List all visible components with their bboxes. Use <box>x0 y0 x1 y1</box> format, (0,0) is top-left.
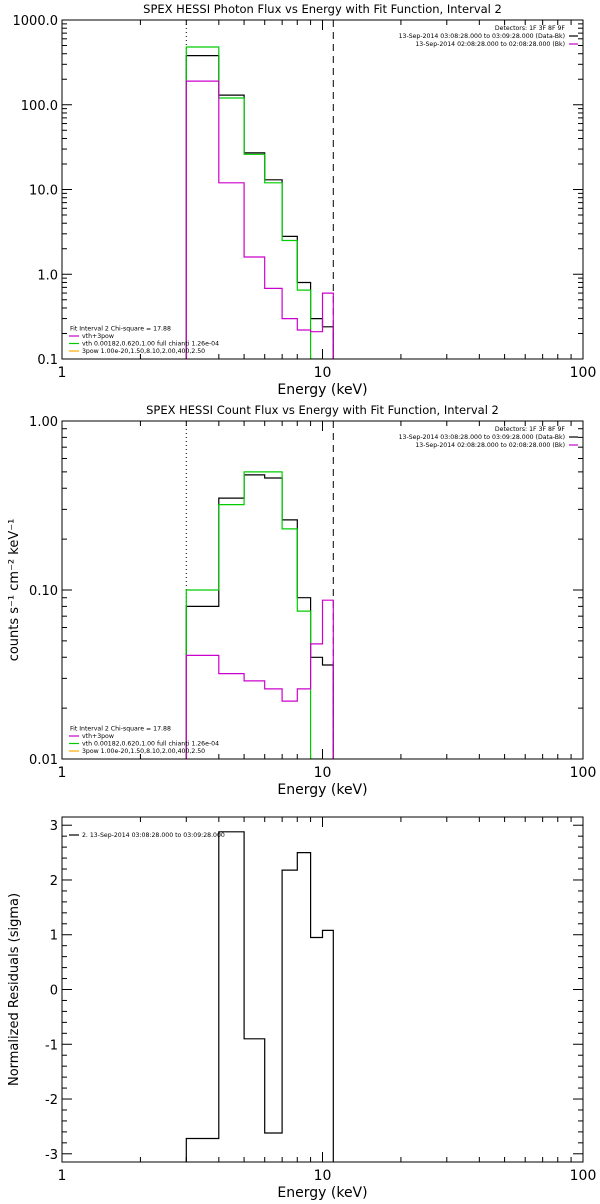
histogram-series-1 <box>185 474 334 759</box>
legend-left-text: 3pow 1.00e-20,1.50,8.10,2.00,400,2.50 <box>82 748 205 755</box>
x-tick-label: 100 <box>570 1168 597 1184</box>
y-tick-label: 1.0 <box>37 268 58 283</box>
y-tick-label: 0.01 <box>29 753 58 768</box>
y-tick-label: 3 <box>50 819 58 834</box>
x-axis-label: Energy (keV) <box>277 782 367 798</box>
legend-right-text: 13-Sep-2014 03:08:28.000 to 03:09:28.000… <box>399 33 565 40</box>
legend-right-text: Detectors: 1F 3F 8F 9F <box>495 426 566 433</box>
histogram-series-3 <box>185 80 334 359</box>
y-tick-label: 1.00 <box>29 415 58 430</box>
y-tick-label: 100.0 <box>21 99 58 114</box>
histogram-series-3 <box>185 599 334 759</box>
x-tick-label: 10 <box>314 1168 332 1184</box>
histogram-series-2 <box>185 471 323 759</box>
x-tick-label: 1 <box>58 1168 67 1184</box>
legend-right-text: Detectors: 1F 3F 8F 9F <box>495 25 566 32</box>
chart-title: SPEX HESSI Photon Flux vs Energy with Fi… <box>143 2 502 16</box>
y-axis-label: Normalized Residuals (sigma) <box>7 893 22 1086</box>
histogram-series-1 <box>185 831 334 1162</box>
chart-panel-3: 1 10 100 Energy (keV) -3 -2 -1 0 1 2 3 Normalized R… <box>7 816 597 1201</box>
x-tick-label: 1 <box>58 365 67 381</box>
y-tick-label: -2 <box>45 1093 58 1108</box>
histogram-series-2 <box>185 46 323 359</box>
histogram-series-1 <box>185 55 334 359</box>
y-tick-label: 0.1 <box>37 353 58 368</box>
y-tick-label: -3 <box>45 1148 58 1163</box>
x-tick-label: 1 <box>58 765 67 781</box>
series-group <box>185 471 334 759</box>
legend-right-text: 13-Sep-2014 03:08:28.000 to 03:09:28.000… <box>399 434 565 441</box>
legend-right-text: 13-Sep-2014 02:08:28.000 to 02:08:28.000… <box>415 442 565 449</box>
series-group <box>185 46 334 359</box>
legend-left-text: vth 0.00182,0.620,1.00 full chianti 1.26… <box>82 341 219 348</box>
plot-frame <box>61 19 584 360</box>
x-axis-label: Energy (keV) <box>277 382 367 398</box>
x-tick-label: 100 <box>570 365 597 381</box>
x-tick-label: 10 <box>314 365 332 381</box>
y-tick-label: 0 <box>50 984 58 999</box>
chart-panel-2: SPEX HESSI Count Flux vs Energy with Fit… <box>7 403 596 798</box>
legend-left-text: Fit Interval 2 Chi-square = 17.88 <box>70 326 171 333</box>
x-axis-label: Energy (keV) <box>277 1185 367 1200</box>
y-tick-label: 10.0 <box>29 184 58 199</box>
plot-frame <box>61 816 584 1163</box>
y-tick-label: 0.10 <box>29 584 58 599</box>
series-group <box>185 831 334 1162</box>
legend-right-text: 13-Sep-2014 02:08:28.000 to 02:08:28.000… <box>415 41 565 48</box>
y-tick-label: 2 <box>50 874 58 889</box>
y-tick-label: 1 <box>50 929 58 944</box>
legend-left-text: vth+3pow <box>82 333 114 340</box>
x-tick-label: 10 <box>314 765 332 781</box>
y-tick-label: 1000.0 <box>13 14 59 29</box>
legend-left-text: vth 0.00182,0.620,1.00 full chianti 1.26… <box>82 741 219 748</box>
chart-panel-1: SPEX HESSI Photon Flux vs Energy with Fi… <box>13 2 597 398</box>
legend-left-text: 3pow 1.00e-20,1.50,8.10,2.00,400,2.50 <box>82 348 205 355</box>
chart-title: SPEX HESSI Count Flux vs Energy with Fit… <box>146 403 499 417</box>
legend-left-text: vth+3pow <box>82 733 114 740</box>
y-axis-label: counts s⁻¹ cm⁻² keV⁻¹ <box>7 519 22 662</box>
plot-frame <box>61 420 584 760</box>
x-tick-label: 100 <box>570 765 597 781</box>
y-tick-label: -1 <box>45 1038 58 1053</box>
legend-left-text: 2. 13-Sep-2014 03:08:28.000 to 03:09:28.… <box>82 832 225 839</box>
legend-left-text: Fit Interval 2 Chi-square = 17.88 <box>70 726 171 733</box>
